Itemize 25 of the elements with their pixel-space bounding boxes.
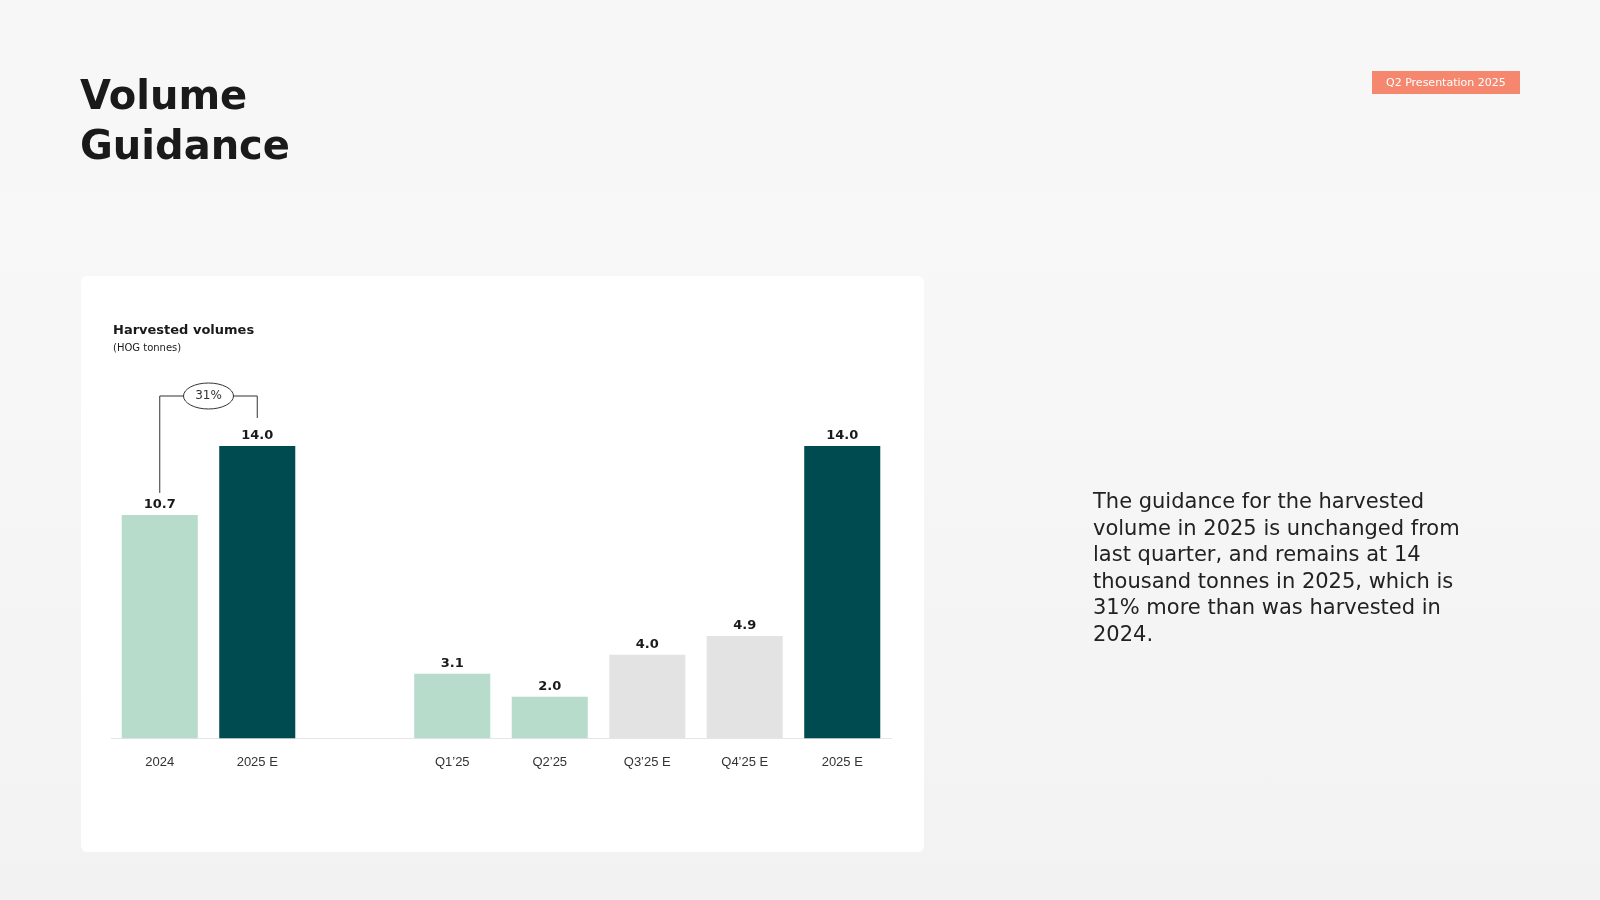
data-label: 2.0	[538, 677, 562, 693]
text: Q2 Presentation 2025	[1372, 71, 1520, 94]
bar	[121, 514, 198, 739]
chart-title: Volume Guidance	[80, 71, 291, 170]
x-tick-label: 2025 E	[821, 753, 864, 769]
data-label: 10.7	[143, 495, 176, 511]
x-tick-label: Q3’25 E	[623, 753, 672, 769]
x-tick-label: 2024	[145, 753, 175, 769]
chart-subtitle: Harvested volumes	[113, 322, 255, 337]
text: The guidance for the harvested volume in 2025 is unchanged from last quarter, and remains at 14 thousand tonnes in 2025, which is 31% more than was harvested in 2024.	[1093, 488, 1461, 647]
x-tick-label: Q1’25	[434, 753, 470, 769]
data-label: 4.0	[635, 635, 659, 651]
text: 31%	[195, 388, 222, 403]
bar	[219, 446, 296, 739]
data-label: 4.9	[733, 616, 757, 632]
data-label: 3.1	[440, 654, 464, 670]
bar	[511, 696, 588, 739]
x-tick-label: Q4’25 E	[721, 753, 769, 769]
x-tick-label: 2025 E	[236, 753, 279, 769]
data-label: 14.0	[826, 426, 859, 442]
data-label: 14.0	[241, 426, 274, 442]
text: (HOG tonnes)	[113, 342, 182, 353]
bar	[414, 673, 491, 739]
x-tick-label: Q2’25	[532, 753, 568, 769]
bar	[804, 446, 881, 739]
